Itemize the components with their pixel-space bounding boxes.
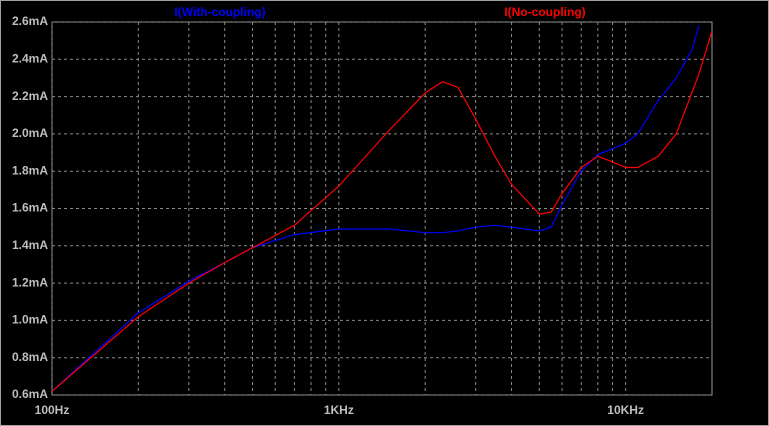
y-tick-label: 2.4mA (12, 51, 48, 65)
series-line (52, 31, 712, 392)
legend-entry: I(No-coupling) (504, 5, 585, 19)
series-line (52, 25, 700, 392)
y-tick-label: 1.2mA (12, 275, 48, 289)
y-tick-label: 2.0mA (12, 126, 48, 140)
y-tick-label: 1.4mA (12, 238, 48, 252)
y-tick-label: 0.6mA (12, 387, 48, 401)
legend-entry: I(With-coupling) (174, 5, 265, 19)
y-tick-label: 0.8mA (12, 350, 48, 364)
y-tick-label: 1.6mA (12, 201, 48, 215)
x-tick-label: 100Hz (35, 403, 70, 417)
y-tick-label: 2.6mA (12, 14, 48, 28)
x-tick-label: 1KHz (324, 403, 354, 417)
y-tick-label: 1.8mA (12, 163, 48, 177)
x-tick-label: 10KHz (607, 403, 644, 417)
y-tick-label: 2.2mA (12, 89, 48, 103)
y-tick-label: 1.0mA (12, 313, 48, 327)
